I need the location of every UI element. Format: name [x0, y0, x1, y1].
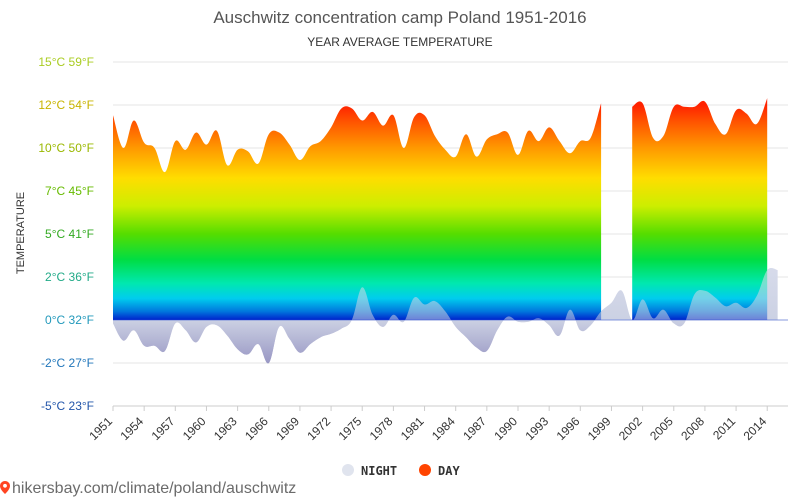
x-tick-label-1984: 1984: [429, 414, 458, 443]
night-overlay-segment-0: [113, 268, 778, 364]
x-tick-label-1990: 1990: [491, 414, 520, 443]
x-tick-label-2002: 2002: [616, 414, 645, 443]
y-axis-ticks: 15°C 59°F 12°C 54°F 10°C 50°F 7°C 45°F 5°C 4…: [38, 55, 94, 413]
day-area-segment-0: [113, 103, 602, 320]
chart-subtitle: YEAR AVERAGE TEMPERATURE: [307, 35, 493, 49]
x-tick-label-2011: 2011: [710, 414, 738, 442]
y-tick-label-3: 7°C 45°F: [45, 184, 94, 198]
x-tick-label-1972: 1972: [304, 414, 333, 443]
footer-link[interactable]: hikersbay.com/climate/poland/auschwitz: [0, 480, 296, 498]
x-tick-label-1987: 1987: [460, 414, 489, 443]
y-tick-label-8: -5°C 23°F: [41, 399, 94, 413]
x-tick-label-1975: 1975: [336, 414, 365, 443]
y-axis-label: TEMPERATURE: [15, 192, 27, 274]
x-tick-label-2014: 2014: [741, 414, 770, 443]
x-tick-label-1951: 1951: [86, 414, 115, 443]
x-tick-label-1969: 1969: [273, 414, 302, 443]
legend-day-label: DAY: [438, 464, 460, 478]
y-tick-label-1: 12°C 54°F: [38, 98, 94, 112]
x-tick-label-1960: 1960: [180, 414, 209, 443]
chart-title: Auschwitz concentration camp Poland 1951…: [213, 8, 587, 27]
x-tick-label-1954: 1954: [117, 414, 146, 443]
footer-url: hikersbay.com/climate/poland/auschwitz: [12, 480, 297, 497]
x-tick-label-1966: 1966: [242, 414, 271, 443]
legend-item-night[interactable]: NIGHT: [342, 464, 397, 478]
x-tick-label-1993: 1993: [522, 414, 551, 443]
y-tick-label-2: 10°C 50°F: [38, 141, 94, 155]
x-tick-label-1957: 1957: [149, 414, 178, 443]
y-tick-label-5: 2°C 36°F: [45, 270, 94, 284]
x-tick-label-1999: 1999: [585, 414, 614, 443]
x-tick-label-1978: 1978: [367, 414, 396, 443]
night-series-overlay: [113, 268, 778, 364]
x-axis-ticks: 1951 1954 1957 1960 1963 1966 1969 1972 1975 1978…: [86, 405, 788, 443]
x-tick-label-2008: 2008: [678, 414, 707, 443]
legend-night-marker: [342, 464, 354, 476]
x-tick-label-2005: 2005: [647, 414, 676, 443]
map-pin-icon: [0, 481, 10, 494]
y-tick-label-7: -2°C 27°F: [41, 356, 94, 370]
day-area-segment-1: [632, 98, 768, 320]
legend: NIGHT DAY: [342, 464, 460, 478]
x-tick-label-1981: 1981: [398, 414, 427, 443]
day-series: [113, 98, 768, 320]
y-tick-label-6: 0°C 32°F: [45, 313, 94, 327]
y-tick-label-4: 5°C 41°F: [45, 227, 94, 241]
legend-night-label: NIGHT: [361, 464, 397, 478]
y-tick-label-0: 15°C 59°F: [38, 55, 94, 69]
x-tick-label-1996: 1996: [554, 414, 583, 443]
legend-item-day[interactable]: DAY: [419, 464, 460, 478]
x-tick-label-1963: 1963: [211, 414, 240, 443]
legend-day-marker: [419, 464, 431, 476]
